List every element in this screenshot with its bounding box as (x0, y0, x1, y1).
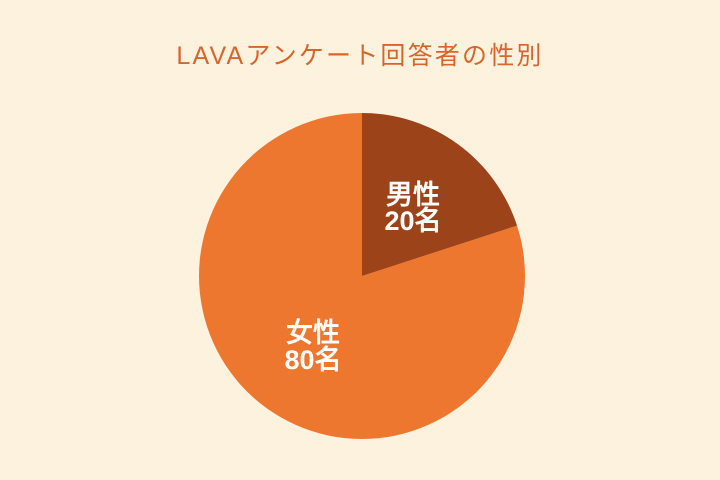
svg-text:80名: 80名 (284, 344, 341, 375)
svg-text:女性: 女性 (286, 317, 340, 348)
svg-text:20名: 20名 (384, 205, 441, 236)
